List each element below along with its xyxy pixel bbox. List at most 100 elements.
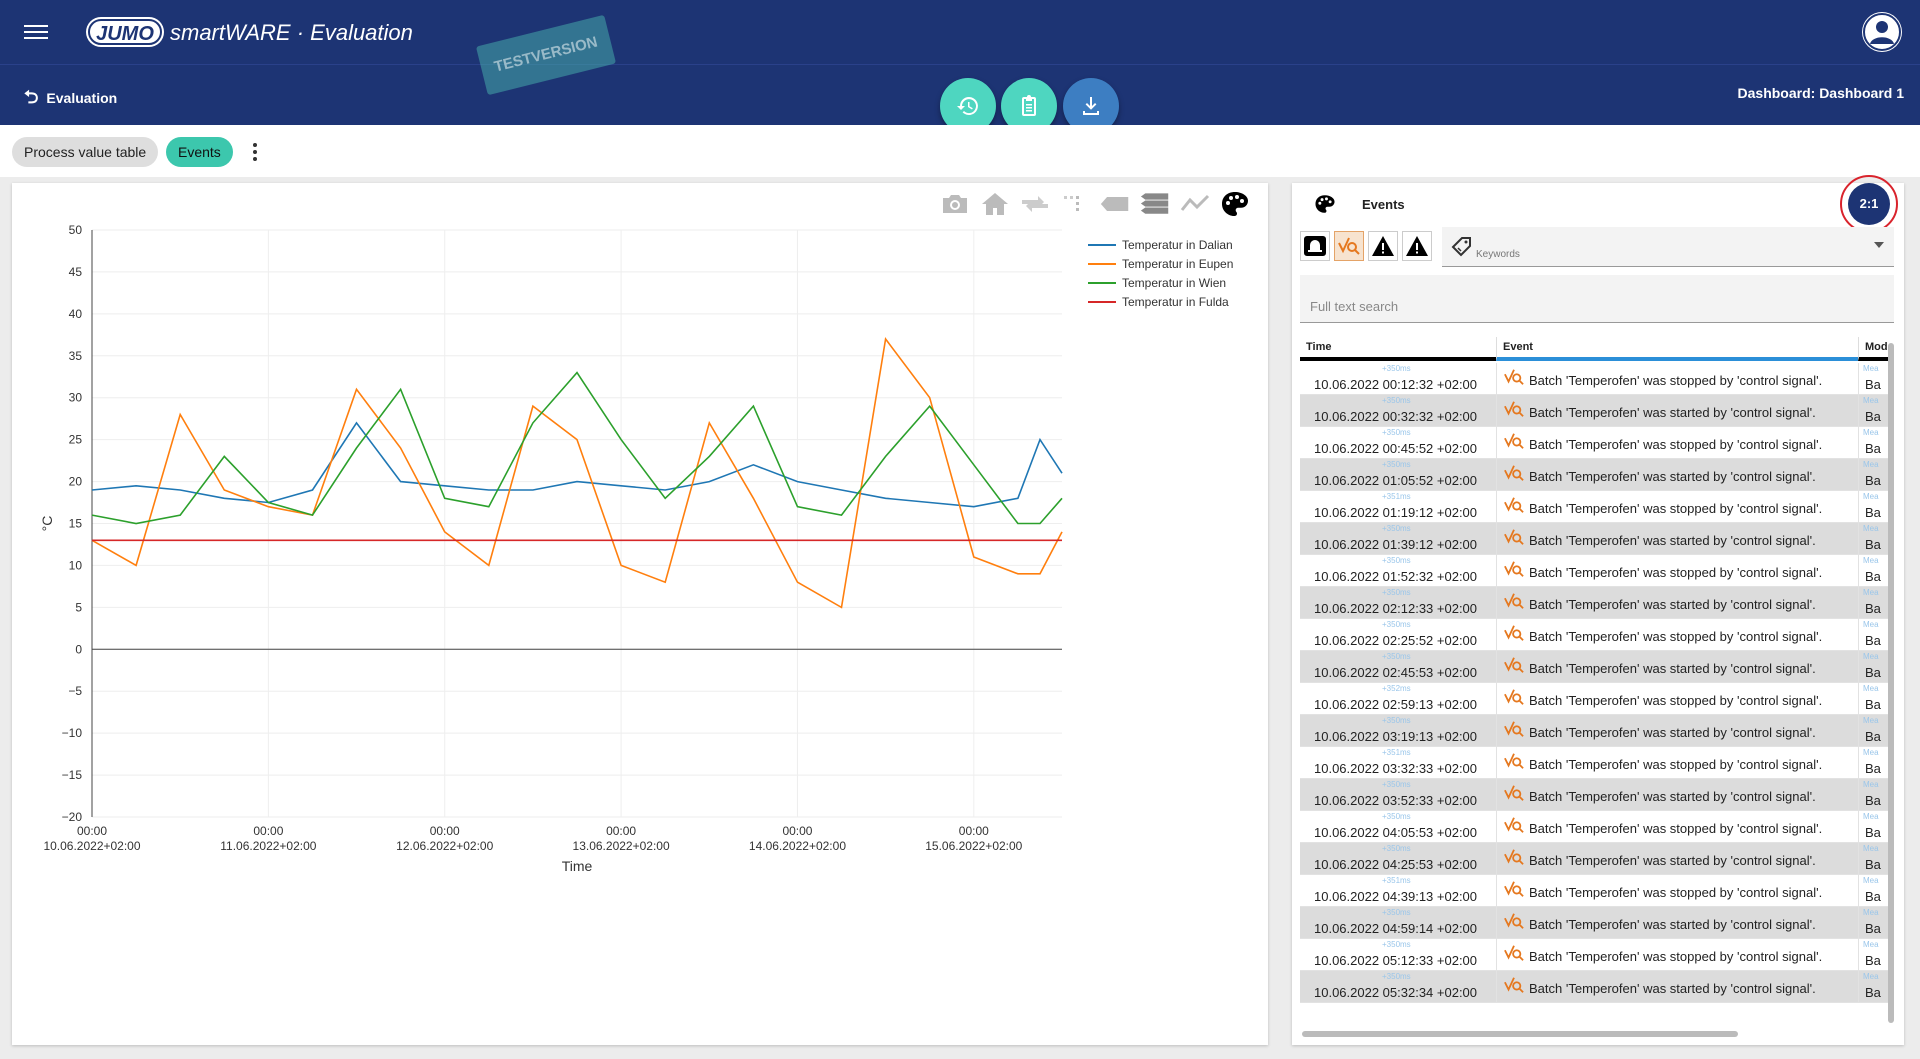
event-type-filters: [1300, 231, 1432, 261]
table-row[interactable]: +350ms 10.06.2022 00:32:32 +02:00 Batch 'T…: [1300, 395, 1890, 427]
more-options-icon[interactable]: [248, 141, 262, 163]
palette-icon[interactable]: [1314, 193, 1336, 220]
table-row[interactable]: +350ms 10.06.2022 05:32:34 +02:00 Batch 'T…: [1300, 971, 1890, 1003]
module-value: Ba: [1865, 569, 1881, 584]
tab-process-value-table[interactable]: Process value table: [12, 137, 159, 167]
jumo-logo: JUMO: [88, 19, 162, 45]
column-header-module[interactable]: Mod: [1858, 337, 1890, 361]
vertical-scrollbar[interactable]: [1888, 343, 1894, 1023]
keywords-select[interactable]: Keywords: [1442, 227, 1894, 267]
table-row[interactable]: +350ms 10.06.2022 03:52:33 +02:00 Batch 'T…: [1300, 779, 1890, 811]
table-row[interactable]: +350ms 10.06.2022 03:19:13 +02:00 Batch 'T…: [1300, 715, 1890, 747]
time-ms: +350ms: [1382, 556, 1411, 565]
module-meta: Mea: [1863, 780, 1879, 789]
time-cell: +350ms 10.06.2022 01:05:52 +02:00: [1300, 459, 1496, 491]
time-cell: +352ms 10.06.2022 02:59:13 +02:00: [1300, 683, 1496, 715]
chart-legend[interactable]: Temperatur in Dalian Temperatur in Eupen T…: [1088, 238, 1233, 309]
user-icon[interactable]: [1862, 12, 1902, 52]
batch-filter-icon[interactable]: [1334, 231, 1364, 261]
table-row[interactable]: +350ms 10.06.2022 04:25:53 +02:00 Batch 'T…: [1300, 843, 1890, 875]
full-text-search-input[interactable]: [1300, 275, 1894, 323]
camera-icon[interactable]: [940, 189, 970, 219]
event-cell: Batch 'Temperofen' was stopped by 'contr…: [1496, 555, 1858, 587]
table-row[interactable]: +351ms 10.06.2022 01:19:12 +02:00 Batch 'T…: [1300, 491, 1890, 523]
batch-icon: [1504, 625, 1524, 641]
autoscale-icon[interactable]: [1020, 189, 1050, 219]
time-ms: +350ms: [1382, 972, 1411, 981]
y-tick-label: 10: [69, 558, 83, 572]
home-icon[interactable]: [980, 189, 1010, 219]
clipboard-button[interactable]: [1001, 78, 1057, 134]
event-text: Batch 'Temperofen' was stopped by 'contr…: [1529, 693, 1823, 708]
module-meta: Mea: [1863, 716, 1879, 725]
table-row[interactable]: +350ms 10.06.2022 04:59:14 +02:00 Batch 'T…: [1300, 907, 1890, 939]
event-text: Batch 'Temperofen' was started by 'contr…: [1529, 469, 1816, 484]
table-row[interactable]: +350ms 10.06.2022 02:25:52 +02:00 Batch 'T…: [1300, 619, 1890, 651]
ratio-button[interactable]: 2:1: [1848, 183, 1890, 225]
module-value: Ba: [1865, 953, 1881, 968]
horizontal-scrollbar[interactable]: [1302, 1031, 1738, 1037]
back-button[interactable]: ⮌ Evaluation: [24, 85, 117, 115]
hover-closest-icon[interactable]: [1100, 189, 1130, 219]
x-tick-date: 15.06.2022+02:00: [925, 839, 1022, 853]
batch-icon: [1504, 849, 1524, 865]
alarm-filter-icon[interactable]: [1300, 231, 1330, 261]
y-axis-label: °C: [39, 516, 55, 532]
module-cell: Mea Ba: [1858, 587, 1890, 619]
tab-events[interactable]: Events: [166, 137, 233, 167]
module-value: Ba: [1865, 633, 1881, 648]
time-cell: +351ms 10.06.2022 01:19:12 +02:00: [1300, 491, 1496, 523]
column-header-event[interactable]: Event: [1496, 337, 1858, 361]
table-row[interactable]: +350ms 10.06.2022 02:45:53 +02:00 Batch 'T…: [1300, 651, 1890, 683]
error-filter-icon[interactable]: [1402, 231, 1432, 261]
x-tick-date: 10.06.2022+02:00: [43, 839, 140, 853]
time-cell: +350ms 10.06.2022 03:19:13 +02:00: [1300, 715, 1496, 747]
module-value: Ba: [1865, 697, 1881, 712]
batch-icon: [1504, 881, 1524, 897]
table-row[interactable]: +350ms 10.06.2022 01:39:12 +02:00 Batch 'T…: [1300, 523, 1890, 555]
legend-item: Temperatur in Wien: [1122, 276, 1226, 290]
hover-compare-icon[interactable]: [1140, 189, 1170, 219]
events-table: Time Event Mod +350ms 10.06.2022 00:12:32…: [1300, 337, 1890, 1027]
batch-icon: [1504, 433, 1524, 449]
table-row[interactable]: +350ms 10.06.2022 04:05:53 +02:00 Batch 'T…: [1300, 811, 1890, 843]
event-text: Batch 'Temperofen' was stopped by 'contr…: [1529, 949, 1823, 964]
table-row[interactable]: +351ms 10.06.2022 03:32:33 +02:00 Batch 'T…: [1300, 747, 1890, 779]
spike-lines-icon[interactable]: [1180, 189, 1210, 219]
table-row[interactable]: +350ms 10.06.2022 01:52:32 +02:00 Batch 'T…: [1300, 555, 1890, 587]
time-value: 10.06.2022 02:45:53 +02:00: [1314, 665, 1478, 680]
table-row[interactable]: +350ms 10.06.2022 05:12:33 +02:00 Batch 'T…: [1300, 939, 1890, 971]
events-title: Events: [1362, 197, 1405, 212]
time-ms: +350ms: [1382, 460, 1411, 469]
time-ms: +350ms: [1382, 588, 1411, 597]
x-tick-time: 00:00: [606, 824, 636, 838]
table-row[interactable]: +350ms 10.06.2022 00:45:52 +02:00 Batch 'T…: [1300, 427, 1890, 459]
module-meta: Mea: [1863, 940, 1879, 949]
warning-filter-icon[interactable]: [1368, 231, 1398, 261]
time-value: 10.06.2022 00:12:32 +02:00: [1314, 377, 1478, 392]
batch-icon: [1504, 369, 1524, 385]
table-row[interactable]: +352ms 10.06.2022 02:59:13 +02:00 Batch 'T…: [1300, 683, 1890, 715]
menu-icon[interactable]: [24, 22, 48, 42]
download-button[interactable]: [1063, 78, 1119, 134]
history-icon: [957, 97, 978, 115]
palette-icon[interactable]: [1220, 189, 1250, 219]
events-table-body: +350ms 10.06.2022 00:12:32 +02:00 Batch 'T…: [1300, 363, 1890, 1003]
module-meta: Mea: [1863, 364, 1879, 373]
history-button[interactable]: [940, 78, 996, 134]
app-title: smartWARE · Evaluation: [170, 20, 413, 45]
x-tick-time: 00:00: [253, 824, 283, 838]
table-row[interactable]: +350ms 10.06.2022 00:12:32 +02:00 Batch 'T…: [1300, 363, 1890, 395]
time-cell: +350ms 10.06.2022 03:52:33 +02:00: [1300, 779, 1496, 811]
table-row[interactable]: +350ms 10.06.2022 01:05:52 +02:00 Batch 'T…: [1300, 459, 1890, 491]
module-meta: Mea: [1863, 556, 1879, 565]
select-icon[interactable]: [1060, 189, 1090, 219]
batch-icon: [1504, 785, 1524, 801]
table-row[interactable]: +351ms 10.06.2022 04:39:13 +02:00 Batch 'T…: [1300, 875, 1890, 907]
table-row[interactable]: +350ms 10.06.2022 02:12:33 +02:00 Batch 'T…: [1300, 587, 1890, 619]
y-tick-label: 25: [69, 433, 83, 447]
event-cell: Batch 'Temperofen' was stopped by 'contr…: [1496, 619, 1858, 651]
time-value: 10.06.2022 01:05:52 +02:00: [1314, 473, 1478, 488]
column-header-time[interactable]: Time: [1300, 337, 1496, 361]
